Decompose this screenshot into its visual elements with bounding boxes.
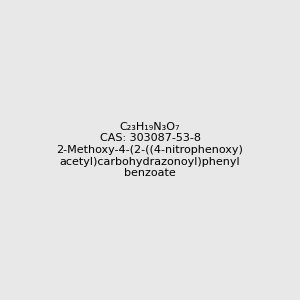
Text: C₂₃H₁₉N₃O₇
CAS: 303087-53-8
2-Methoxy-4-(2-((4-nitrophenoxy)
acetyl)carbohydrazo: C₂₃H₁₉N₃O₇ CAS: 303087-53-8 2-Methoxy-4-… xyxy=(57,122,243,178)
